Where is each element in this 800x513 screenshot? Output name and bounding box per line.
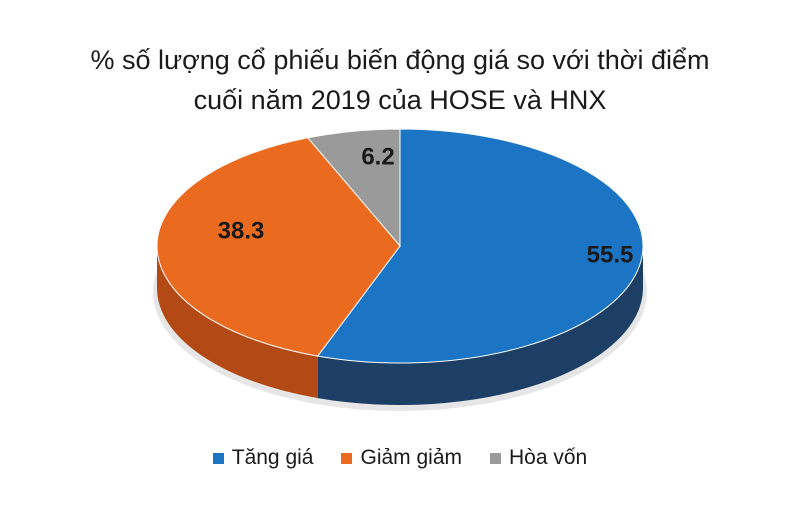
slice-hoa-von-value-label: 6.2 [361,143,394,170]
slice-tang-gia-value-label: 55.5 [587,241,634,268]
slice-giam-gia [156,137,401,357]
legend-swatch-giam-gia [341,452,353,464]
slice-tang-gia [316,128,644,364]
slice-giam-gia-value-label: 38.3 [218,217,265,244]
chart-title: % số lượng cổ phiếu biến động giá so với… [0,40,800,120]
slice-tang-gia-side [317,246,643,405]
legend-item-hoa-von: Hòa vốn [490,446,587,470]
legend-item-giam-gia: Giảm giảm [341,446,462,470]
legend-item-tang-gia: Tăng giá [212,446,314,470]
slice-giam-gia-side [157,246,318,399]
legend-swatch-tang-gia [212,452,224,464]
legend: Tăng giá Giảm giảm Hòa vốn [0,446,800,470]
legend-label-giam-gia: Giảm giảm [360,446,463,469]
legend-swatch-hoa-von [490,452,502,464]
chart-title-line-2: cuối năm 2019 của HOSE và HNX [193,85,607,115]
legend-label-hoa-von: Hòa vốn [509,446,588,469]
chart-title-line-1: % số lượng cổ phiếu biến động giá so với… [90,45,710,75]
legend-label-tang-gia: Tăng giá [231,446,314,469]
